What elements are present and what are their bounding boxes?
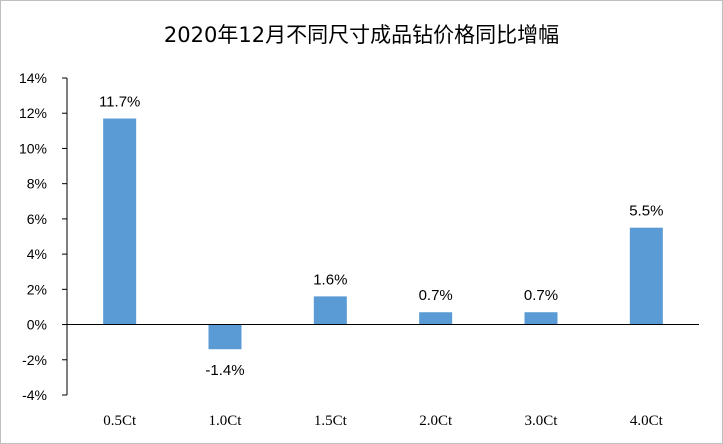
bar-1.0Ct (208, 324, 242, 350)
y-tick-label: -2% (22, 352, 47, 368)
y-tick-label: 12% (19, 105, 47, 121)
chart-title: 2020年12月不同尺寸成品钻价格同比增幅 (163, 23, 560, 47)
data-labels: 11.7% -1.4% 1.6% 0.7% 0.7% 5.5% (99, 94, 663, 380)
y-axis: -4% -2% 0% 2% 4% 6% 8% 10% 12% 14% (19, 70, 68, 403)
y-tick-label: 0% (27, 317, 47, 333)
x-axis: 0.5Ct 1.0Ct 1.5Ct 2.0Ct 3.0Ct 4.0Ct (67, 324, 699, 429)
y-tick-label: 10% (19, 140, 47, 156)
bars (103, 118, 663, 350)
y-tick-label: 8% (27, 176, 47, 192)
x-tick-label: 2.0Ct (419, 413, 453, 429)
y-tick-label: 2% (27, 281, 47, 297)
x-tick-label: 3.0Ct (525, 413, 559, 429)
x-tick-label: 1.5Ct (314, 413, 348, 429)
data-label: 0.7% (524, 287, 558, 304)
data-label: 1.6% (313, 271, 347, 288)
data-label: 5.5% (629, 203, 663, 220)
x-tick-label: 0.5Ct (103, 413, 137, 429)
bar-3.0Ct (524, 312, 558, 325)
data-label: 0.7% (419, 287, 453, 304)
data-label: -1.4% (205, 362, 244, 379)
data-label: 11.7% (99, 94, 140, 111)
bar-1.5Ct (313, 296, 347, 325)
x-tick-label: 4.0Ct (630, 413, 664, 429)
bar-0.5Ct (103, 118, 137, 325)
y-tick-label: 6% (27, 211, 47, 227)
y-tick-label: 4% (27, 246, 47, 262)
bar-2.0Ct (419, 312, 453, 325)
x-tick-label: 1.0Ct (209, 413, 243, 429)
bar-4.0Ct (629, 227, 663, 325)
y-tick-label: -4% (22, 387, 47, 403)
y-tick-label: 14% (19, 70, 47, 86)
